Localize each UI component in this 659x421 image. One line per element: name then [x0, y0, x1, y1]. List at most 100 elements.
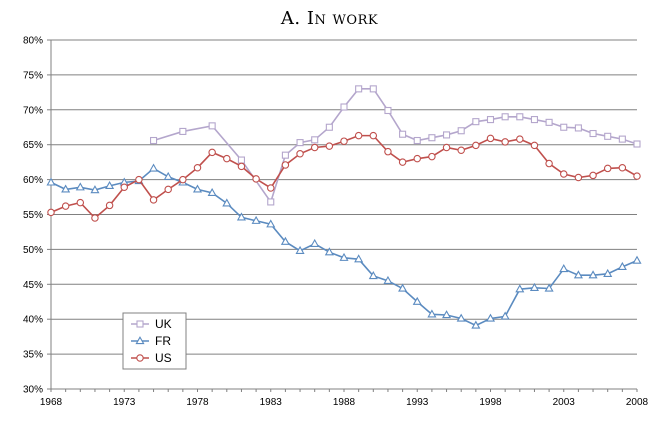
data-point-uk: [399, 130, 407, 138]
data-point-fr: [105, 180, 115, 190]
data-point-us: [61, 202, 70, 210]
data-point-fr: [383, 275, 393, 284]
data-point-fr: [354, 254, 364, 263]
data-point-us: [442, 143, 451, 152]
data-point-us: [120, 183, 129, 192]
data-point-uk: [325, 123, 333, 131]
chart-title: A. In work: [280, 8, 379, 29]
x-tick-label: 1978: [186, 397, 209, 408]
data-point-us: [340, 137, 348, 145]
data-point-us: [266, 184, 275, 192]
data-point-us: [310, 143, 319, 152]
series-lines: [46, 85, 642, 329]
data-point-uk: [281, 151, 289, 159]
data-point-fr: [75, 182, 85, 191]
data-point-us: [296, 150, 304, 158]
data-point-uk: [237, 156, 245, 164]
data-point-fr: [632, 255, 642, 264]
y-tick-label: 80%: [23, 36, 43, 47]
data-point-fr: [398, 283, 408, 292]
y-tick-label: 55%: [23, 210, 43, 221]
data-point-us: [76, 198, 85, 207]
y-tick-label: 45%: [23, 280, 43, 291]
data-point-fr: [149, 163, 159, 172]
data-point-us: [384, 147, 392, 156]
data-point-uk: [457, 127, 465, 135]
data-point-uk: [208, 122, 216, 130]
data-point-fr: [617, 261, 627, 271]
data-point-fr: [192, 184, 203, 193]
data-point-uk: [150, 136, 158, 145]
x-axis-ticks: 1968 1973 1978 1983 1988 1993 1998 2003 2008: [40, 397, 649, 408]
data-point-uk: [633, 140, 641, 148]
x-tick-label: 1993: [406, 397, 429, 408]
data-point-fr: [573, 270, 583, 279]
data-point-us: [545, 159, 553, 168]
legend: UK FR US: [122, 312, 187, 370]
series-uk: [150, 85, 641, 206]
y-tick-label: 50%: [23, 245, 43, 256]
data-point-fr: [442, 310, 452, 319]
data-point-fr: [456, 313, 466, 322]
data-point-us: [193, 163, 202, 172]
legend-label-uk: UK: [155, 317, 172, 331]
y-tick-label: 60%: [23, 175, 43, 186]
data-point-us: [223, 154, 231, 163]
y-tick-label: 75%: [23, 70, 43, 81]
data-point-uk: [516, 113, 524, 121]
data-point-us: [47, 208, 55, 217]
x-tick-label: 1983: [260, 397, 283, 408]
data-point-us: [472, 141, 480, 150]
x-tick-label: 2003: [553, 397, 576, 408]
data-point-fr: [266, 219, 276, 228]
series-uk-line: [153, 88, 638, 204]
data-point-uk: [604, 132, 612, 140]
data-point-uk: [369, 85, 377, 93]
data-point-uk: [442, 131, 451, 139]
data-point-uk: [589, 129, 597, 138]
data-point-us: [354, 131, 363, 140]
data-point-us: [618, 163, 627, 172]
data-point-uk: [428, 134, 436, 142]
data-point-fr: [236, 212, 246, 221]
x-tick-label: 1988: [333, 397, 356, 408]
data-point-us: [208, 148, 216, 157]
data-point-uk: [486, 116, 495, 124]
data-point-uk: [355, 85, 363, 93]
data-point-us: [135, 175, 143, 184]
series-us: [47, 131, 641, 222]
data-point-fr: [544, 283, 554, 292]
y-tick-label: 30%: [23, 385, 43, 396]
data-point-uk: [296, 139, 304, 147]
data-point-fr: [280, 236, 290, 245]
data-point-us: [413, 154, 421, 163]
y-tick-label: 35%: [23, 350, 43, 361]
data-point-uk: [545, 118, 553, 126]
data-point-us: [91, 214, 99, 222]
data-point-fr: [61, 184, 71, 193]
x-tick-label: 1968: [40, 397, 63, 408]
data-point-uk: [472, 118, 480, 126]
data-point-fr: [529, 282, 539, 291]
data-point-uk: [413, 136, 421, 145]
data-point-us: [252, 175, 260, 183]
data-point-fr: [324, 247, 334, 256]
data-point-fr: [368, 271, 378, 280]
data-point-fr: [427, 309, 437, 318]
legend-marker-uk: [136, 320, 144, 328]
data-point-us: [105, 201, 114, 210]
data-point-us: [589, 171, 597, 180]
data-point-fr: [90, 185, 100, 194]
x-tick-label: 1998: [479, 397, 502, 408]
data-point-us: [237, 162, 246, 171]
data-point-uk: [311, 136, 319, 144]
data-point-us: [603, 164, 612, 173]
data-point-us: [574, 173, 583, 182]
data-point-uk: [267, 198, 275, 206]
legend-label-fr: FR: [155, 334, 171, 348]
data-point-fr: [163, 171, 173, 180]
data-point-fr: [295, 245, 305, 254]
data-point-fr: [559, 264, 569, 273]
y-axis-ticks: 30% 35% 40% 45% 50% 55% 60% 65% 70% 75% 80%: [23, 36, 43, 396]
data-point-fr: [222, 198, 232, 207]
